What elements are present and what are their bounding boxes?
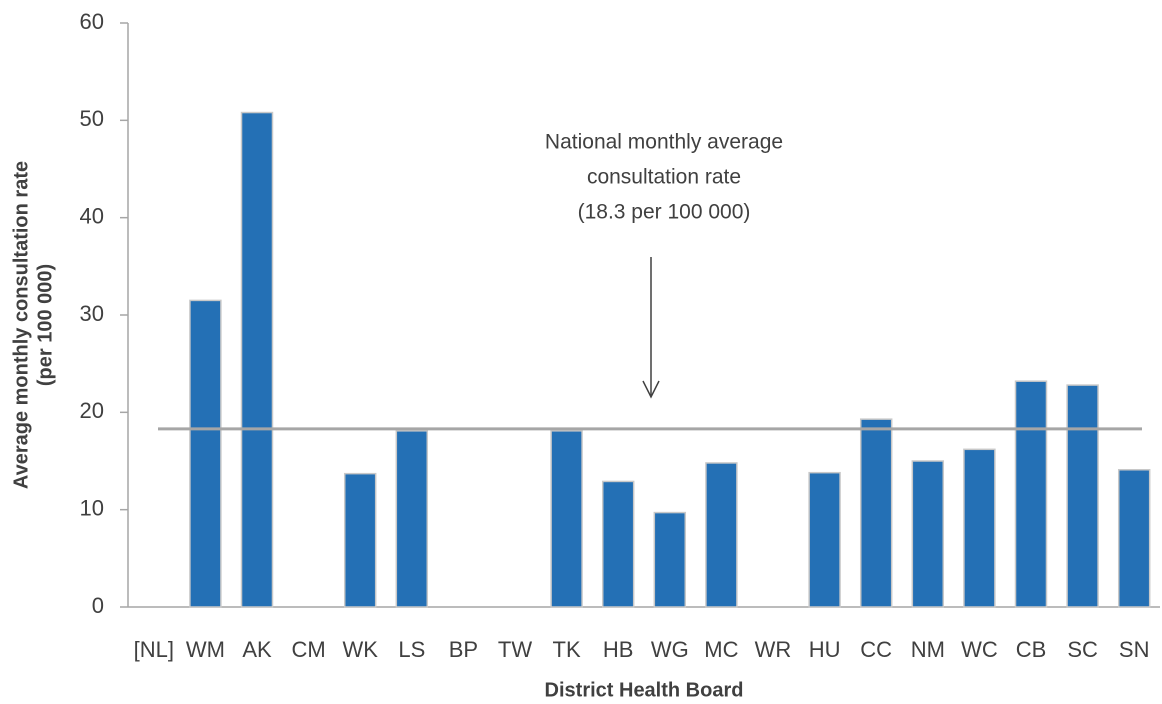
x-tick-label: CM	[291, 637, 325, 662]
annotation: National monthly average	[545, 131, 783, 154]
x-tick-label: SN	[1119, 637, 1150, 662]
bar	[705, 462, 738, 608]
annotation-arrowhead	[642, 380, 660, 399]
y-tick-label: 40	[80, 203, 104, 228]
bar	[911, 460, 945, 608]
x-tick-label: BP	[449, 637, 478, 662]
x-tick-label: WK	[342, 637, 378, 662]
bar	[859, 418, 893, 608]
x-tick-label: NM	[911, 637, 945, 662]
bar	[601, 480, 635, 608]
bar	[240, 111, 274, 608]
x-tick-label: HB	[603, 637, 634, 662]
x-tick-label: WC	[961, 637, 998, 662]
bar	[343, 472, 377, 608]
bar	[808, 471, 841, 608]
bar	[1117, 469, 1151, 608]
bar	[395, 430, 429, 608]
bar	[1014, 380, 1048, 608]
annotation: consultation rate	[587, 166, 741, 189]
bar	[189, 299, 222, 608]
x-tick-label: CB	[1016, 637, 1047, 662]
annotation: (18.3 per 100 000)	[578, 201, 751, 224]
y-tick-label: 20	[80, 398, 104, 423]
x-tick-label: WR	[755, 637, 792, 662]
y-tick-label: 60	[80, 9, 104, 34]
x-tick-label: AK	[242, 637, 272, 662]
y-tick-label: 30	[80, 301, 104, 326]
x-tick-label: [NL]	[134, 637, 174, 662]
y-axis-title: (per 100 000)	[34, 264, 56, 386]
x-tick-label: TK	[553, 637, 581, 662]
y-axis-title: Average monthly consultation rate	[10, 161, 32, 489]
y-tick-label: 0	[92, 593, 104, 618]
bar	[550, 430, 583, 608]
x-tick-label: TW	[498, 637, 532, 662]
y-tick-label: 50	[80, 106, 104, 131]
x-tick-label: CC	[860, 637, 892, 662]
x-axis-title: District Health Board	[545, 679, 744, 701]
x-tick-label: MC	[704, 637, 738, 662]
bar	[1066, 384, 1099, 608]
bar	[653, 511, 687, 608]
x-tick-label: WM	[186, 637, 225, 662]
x-tick-label: WG	[651, 637, 689, 662]
x-tick-label: HU	[809, 637, 841, 662]
x-tick-label: SC	[1067, 637, 1098, 662]
bar	[963, 448, 996, 608]
x-tick-label: LS	[398, 637, 425, 662]
y-tick-label: 10	[80, 495, 104, 520]
